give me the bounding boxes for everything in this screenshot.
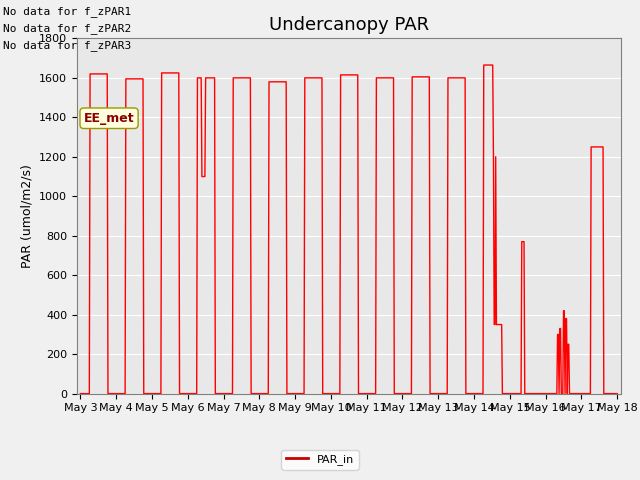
Y-axis label: PAR (umol/m2/s): PAR (umol/m2/s): [20, 164, 33, 268]
Text: No data for f_zPAR3: No data for f_zPAR3: [3, 40, 131, 51]
Text: No data for f_zPAR2: No data for f_zPAR2: [3, 23, 131, 34]
Title: Undercanopy PAR: Undercanopy PAR: [269, 16, 429, 34]
Legend: PAR_in: PAR_in: [282, 450, 358, 469]
Text: No data for f_zPAR1: No data for f_zPAR1: [3, 6, 131, 17]
Text: EE_met: EE_met: [84, 112, 134, 125]
